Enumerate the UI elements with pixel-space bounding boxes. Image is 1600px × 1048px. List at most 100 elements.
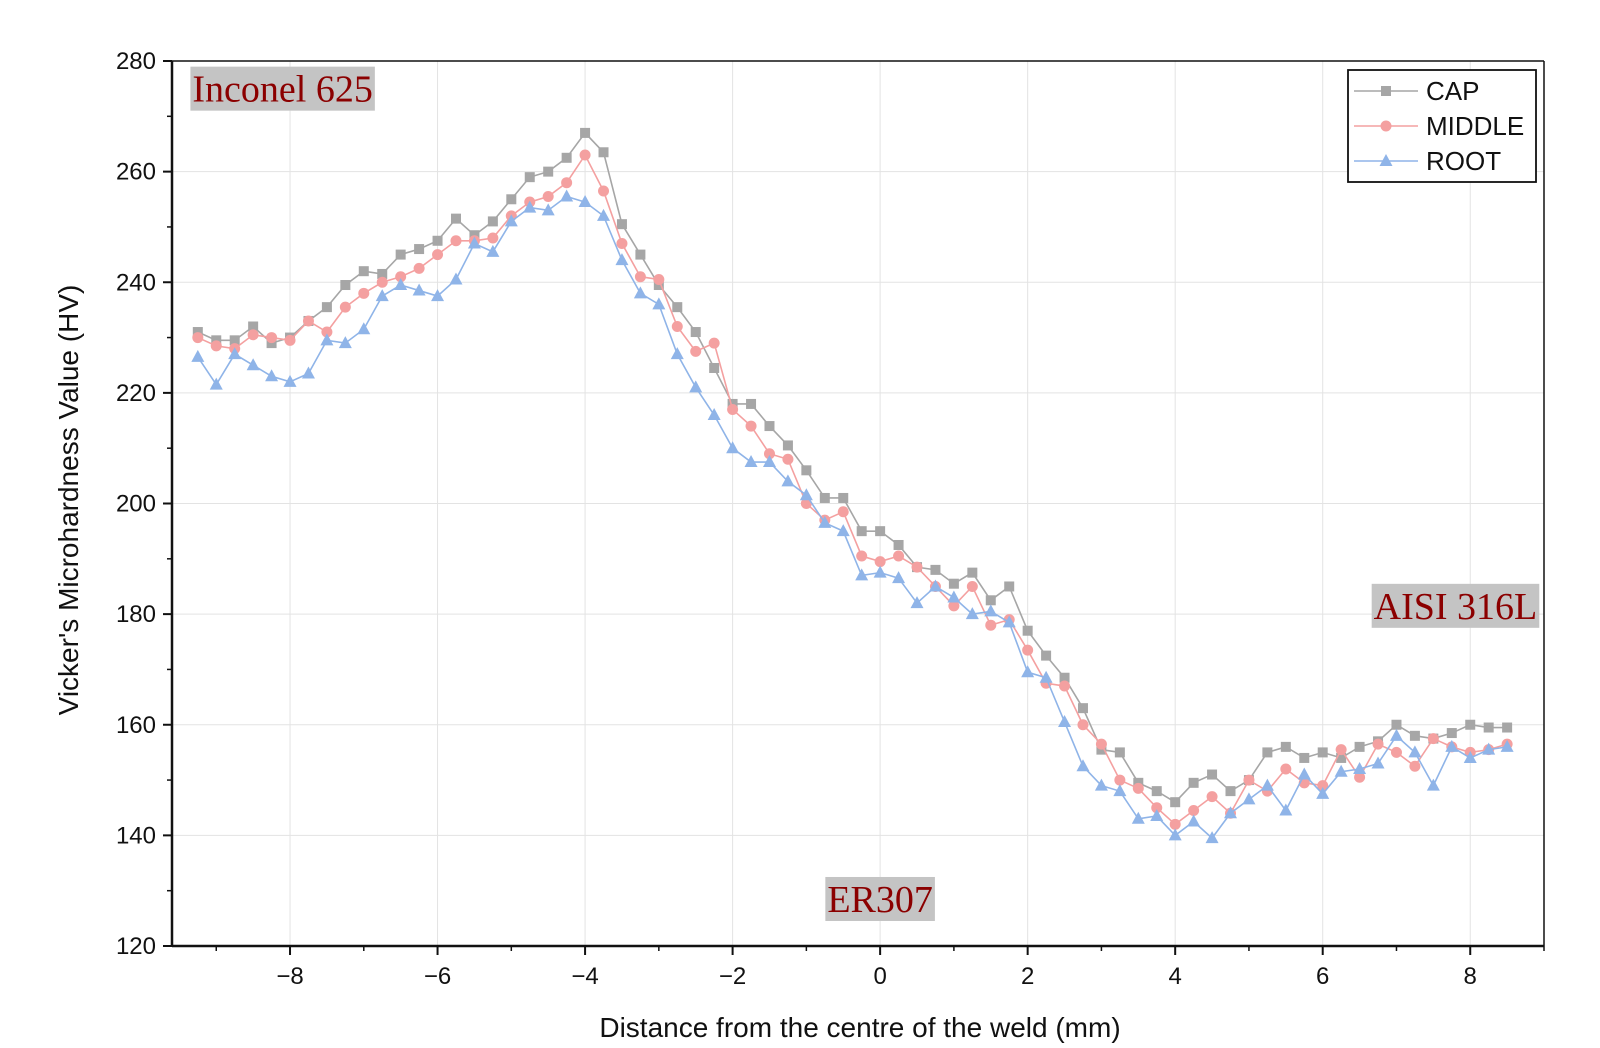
data-point-middle [1409, 760, 1421, 772]
data-point-cap [1299, 752, 1310, 763]
annotation-box [190, 66, 375, 111]
x-tick-label: −2 [719, 963, 746, 990]
data-point-cap [432, 235, 443, 246]
data-point-root [265, 369, 279, 382]
data-point-root [799, 488, 813, 501]
data-point-root [781, 474, 795, 487]
data-point-middle [782, 453, 794, 465]
data-point-middle [745, 420, 757, 432]
data-point-middle [339, 301, 351, 313]
data-point-cap [561, 152, 572, 163]
data-point-root [338, 336, 352, 349]
data-point-root [1297, 767, 1311, 780]
x-tick-label: −4 [571, 963, 598, 990]
data-point-middle [1169, 818, 1181, 830]
data-point-root [541, 203, 555, 216]
data-point-root [652, 297, 666, 310]
data-point-root [1187, 814, 1201, 827]
data-point-cap [653, 280, 664, 291]
data-point-root [836, 524, 850, 537]
data-point-cap [1280, 741, 1291, 752]
data-point-middle [1317, 780, 1329, 792]
data-point-cap [1225, 786, 1236, 797]
data-point-middle [690, 345, 702, 357]
data-point-root [707, 408, 721, 420]
data-point-root [1500, 739, 1514, 752]
y-tick-label: 120 [116, 933, 156, 960]
data-point-root [1389, 728, 1403, 741]
data-point-root [1371, 756, 1385, 769]
data-point-middle [763, 448, 775, 460]
data-point-root [1463, 750, 1477, 763]
legend-label-middle: MIDDLE [1426, 111, 1524, 141]
data-point-cap [1133, 777, 1144, 788]
axes: −8 −6 −4 −2 0 2 4 6 8 120 140 160 180 200 220 240 260 280 [116, 48, 1545, 990]
data-point-middle [413, 262, 425, 274]
data-point-root [486, 244, 500, 257]
data-point-middle [1372, 738, 1384, 750]
data-point-cap [211, 335, 222, 346]
y-tick-label: 260 [116, 159, 156, 186]
data-point-middle [284, 334, 296, 346]
data-point-cap [1207, 769, 1218, 780]
data-point-root [375, 289, 389, 302]
data-point-root [670, 347, 684, 360]
data-point-root [1426, 778, 1440, 791]
data-point-root [1260, 778, 1274, 791]
data-point-root [1242, 792, 1256, 805]
data-point-root [597, 208, 611, 221]
data-point-root [449, 272, 463, 285]
data-point-root [412, 283, 426, 296]
data-point-cap [1077, 703, 1088, 714]
y-tick-label: 220 [116, 380, 156, 407]
legend-marker-middle [1380, 120, 1392, 132]
data-point-root [855, 568, 869, 581]
x-tick-label: 2 [1021, 963, 1034, 990]
data-point-cap [801, 465, 812, 476]
data-point-root [357, 322, 371, 335]
data-point-root [228, 347, 242, 360]
data-point-root [818, 515, 832, 528]
data-point-root [209, 377, 223, 390]
annotation: ER307 [825, 876, 935, 921]
data-point-middle [210, 340, 222, 352]
data-point-middle [1354, 771, 1366, 783]
data-point-cap [580, 127, 591, 138]
data-point-middle [893, 550, 905, 562]
data-point-cap [1336, 752, 1347, 763]
series-cap [192, 127, 1513, 808]
data-point-cap [506, 194, 517, 205]
data-point-root [947, 590, 961, 603]
data-point-middle [266, 332, 278, 344]
x-tick-label: 0 [873, 963, 886, 990]
data-point-middle [616, 238, 628, 250]
x-axis-title: Distance from the centre of the weld (mm… [599, 1012, 1120, 1043]
data-point-middle [561, 177, 573, 189]
data-point-middle [634, 271, 646, 283]
data-point-root [1094, 778, 1108, 791]
legend-marker-root [1379, 154, 1393, 166]
data-point-middle [192, 332, 204, 344]
data-point-root [1224, 806, 1238, 819]
data-point-cap [358, 266, 369, 277]
data-point-middle [727, 403, 739, 415]
data-point-root [283, 374, 297, 387]
data-point-middle [911, 561, 923, 573]
data-point-cap [672, 302, 683, 313]
data-point-middle [671, 321, 683, 332]
data-point-cap [1022, 625, 1033, 636]
y-tick-label: 240 [116, 269, 156, 296]
data-point-middle [1059, 680, 1071, 692]
data-point-cap [192, 327, 203, 338]
data-point-root [1334, 764, 1348, 777]
annotation: AISI 316L [1371, 583, 1540, 628]
data-point-cap [948, 578, 959, 589]
data-point-cap [450, 213, 461, 224]
data-point-cap [727, 398, 738, 409]
data-point-root [1205, 831, 1219, 844]
data-point-cap [1004, 581, 1015, 592]
data-point-cap [1170, 797, 1181, 808]
data-point-cap [1114, 747, 1125, 758]
